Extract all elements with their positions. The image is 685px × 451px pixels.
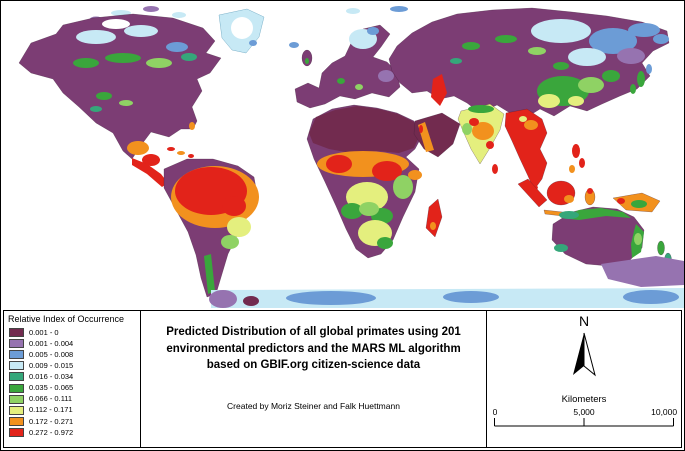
scale-tick-0: 0	[492, 407, 498, 418]
legend-swatch	[9, 350, 24, 360]
legend-item: 0.112 - 0.171	[8, 405, 136, 416]
legend-item-label: 0.005 - 0.008	[29, 349, 74, 359]
legend-item-label: 0.009 - 0.015	[29, 361, 74, 371]
legend-swatch	[9, 339, 24, 349]
scale-bar: 0 5,000 10,000	[492, 407, 678, 429]
legend-item-label: 0.016 - 0.034	[29, 372, 74, 382]
india	[457, 103, 505, 174]
legend-item-label: 0.272 - 0.972	[29, 427, 74, 437]
bottom-panel: Relative Index of Occurrence 0.001 - 0 0.…	[3, 310, 682, 448]
legend-item: 0.001 - 0.004	[8, 338, 136, 349]
scale-units-label: Kilometers	[561, 394, 607, 406]
title-box: Predicted Distribution of all global pri…	[140, 310, 487, 448]
legend-swatch	[9, 372, 24, 382]
world-map-svg	[1, 1, 684, 313]
legend-item-label: 0.172 - 0.271	[29, 416, 74, 426]
arabia	[413, 112, 461, 158]
world-map	[1, 1, 684, 313]
legend-item: 0.009 - 0.015	[8, 360, 136, 371]
legend-swatch	[9, 405, 24, 415]
north-arrow-icon	[573, 333, 596, 377]
legend-items: 0.001 - 0 0.001 - 0.004 0.005 - 0.008 0.009…	[8, 327, 136, 438]
legend-item: 0.066 - 0.111	[8, 394, 136, 405]
legend-swatch	[9, 427, 24, 437]
legend-item-label: 0.001 - 0.004	[29, 338, 74, 348]
credit-line: Created by Moriz Steiner and Falk Huettm…	[227, 401, 400, 412]
map-title-line1: Predicted Distribution of all global pri…	[166, 326, 461, 338]
legend-swatch	[9, 394, 24, 404]
antarctica	[209, 256, 684, 308]
legend-item-label: 0.066 - 0.111	[29, 394, 73, 404]
scale-tick-labels: 0 5,000 10,000	[492, 407, 678, 418]
map-title: Predicted Distribution of all global pri…	[166, 324, 461, 374]
europe	[294, 24, 401, 109]
legend-item: 0.272 - 0.972	[8, 427, 136, 438]
legend-item: 0.172 - 0.271	[8, 416, 136, 427]
asia	[388, 7, 670, 120]
greenland	[218, 8, 299, 54]
legend-item: 0.001 - 0	[8, 327, 136, 338]
legend-swatch	[9, 383, 24, 393]
north-america	[18, 13, 222, 187]
legend-item-label: 0.035 - 0.065	[29, 383, 74, 393]
legend-item-label: 0.001 - 0	[29, 327, 59, 337]
legend-swatch	[9, 361, 24, 371]
legend-item: 0.016 - 0.034	[8, 371, 136, 382]
scale-box: N Kilometers 0 5,000 10,000	[486, 310, 682, 448]
legend-item: 0.035 - 0.065	[8, 382, 136, 393]
legend-title: Relative Index of Occurrence	[8, 314, 125, 324]
scale-bar-line	[494, 418, 674, 427]
legend-item-label: 0.112 - 0.171	[29, 405, 73, 415]
scale-tick-mid: 5,000	[573, 407, 595, 418]
scale-tick-max: 10,000	[651, 407, 678, 418]
africa	[306, 104, 443, 259]
map-title-line2: environmental predictors and the MARS ML…	[166, 342, 461, 355]
south-america	[163, 158, 259, 298]
legend-swatch	[9, 328, 24, 338]
map-title-line3: based on GBIF.org citizen-science data	[206, 359, 421, 372]
legend-item: 0.005 - 0.008	[8, 349, 136, 360]
legend-swatch	[9, 416, 24, 426]
north-label: N	[578, 313, 590, 329]
legend: Relative Index of Occurrence 0.001 - 0 0.…	[3, 310, 141, 448]
